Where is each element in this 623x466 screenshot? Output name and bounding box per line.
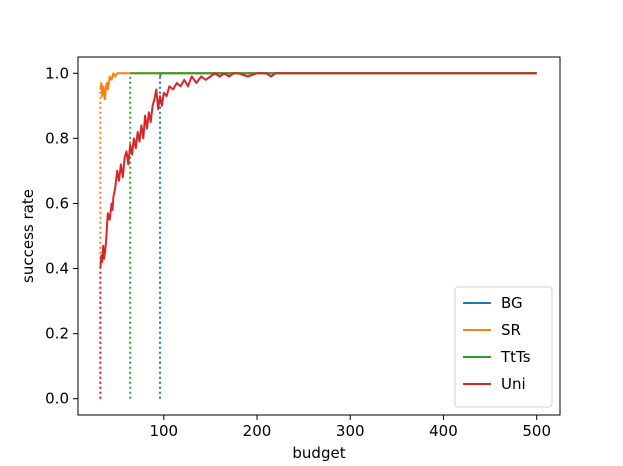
series-line-uni — [99, 72, 537, 269]
y-tick-label: 0.8 — [45, 129, 69, 147]
legend-box — [454, 286, 553, 408]
y-tick-label: 0.0 — [45, 390, 69, 408]
y-tick-label: 1.0 — [45, 64, 69, 82]
x-tick-label: 100 — [149, 422, 178, 440]
x-tick-label: 200 — [243, 422, 272, 440]
axes-frame — [77, 56, 561, 416]
y-tick-label: 0.4 — [45, 260, 69, 278]
legend: BG SR TtTs Uni — [454, 286, 553, 408]
legend-label-uni: Uni — [501, 375, 526, 393]
x-tick-label: 400 — [429, 422, 458, 440]
y-tick-label: 0.2 — [45, 325, 69, 343]
axes-layer — [77, 56, 561, 416]
ticks-layer: 100 200 300 400 500 0.0 0.2 0.4 0.6 0.8 1.0 — [45, 64, 551, 440]
series-layer — [99, 72, 537, 269]
legend-label-ttts: TtTs — [500, 348, 531, 366]
start-marker-layer — [99, 73, 162, 399]
x-axis-label: budget — [292, 444, 345, 462]
legend-label-sr: SR — [501, 321, 521, 339]
y-tick-label: 0.6 — [45, 194, 69, 212]
legend-label-bg: BG — [501, 294, 523, 312]
x-tick-label: 500 — [522, 422, 551, 440]
y-axis-label: success rate — [19, 189, 37, 283]
x-tick-label: 300 — [336, 422, 365, 440]
